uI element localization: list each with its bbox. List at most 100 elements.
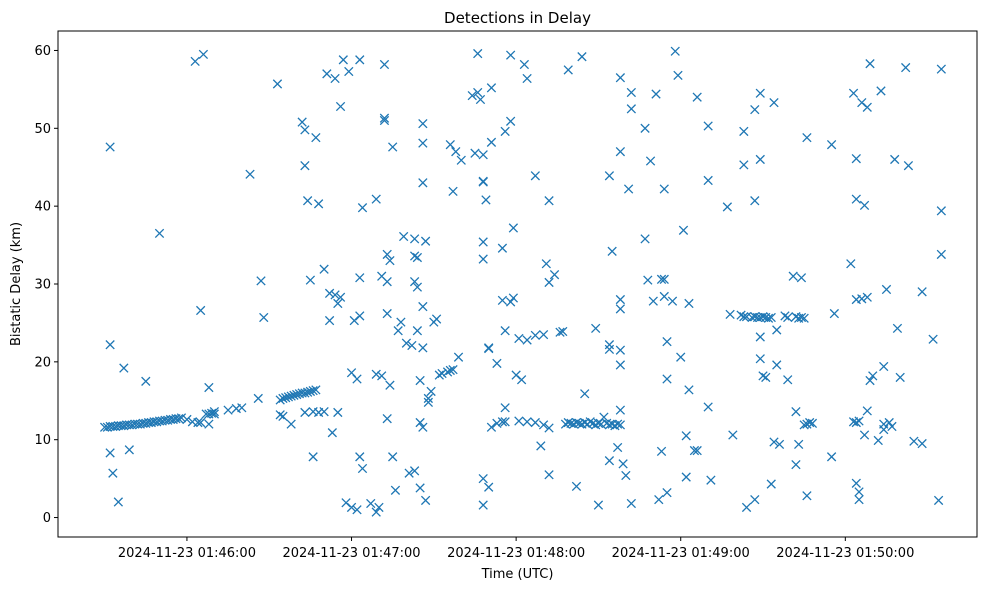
data-point: [475, 94, 486, 105]
data-point: [253, 393, 263, 404]
data-point: [412, 326, 423, 336]
data-point: [758, 371, 768, 381]
y-tick-label: 60: [34, 44, 51, 59]
data-point: [692, 92, 702, 102]
data-point: [651, 89, 661, 99]
data-point: [500, 326, 510, 336]
data-point: [473, 48, 483, 59]
y-tick-label: 30: [34, 278, 51, 293]
data-point: [346, 502, 357, 513]
data-point: [297, 117, 307, 127]
data-point: [108, 468, 118, 478]
data-point: [667, 296, 678, 306]
y-tick-label: 20: [34, 355, 51, 370]
data-point: [456, 155, 466, 165]
data-point: [563, 65, 573, 75]
data-point: [736, 310, 746, 320]
data-point: [519, 59, 530, 70]
data-point: [604, 456, 615, 466]
data-point: [357, 203, 368, 213]
data-point: [865, 59, 875, 69]
data-point: [807, 418, 818, 429]
data-point: [530, 330, 540, 341]
data-point: [851, 154, 861, 164]
data-point: [388, 142, 398, 152]
data-point: [105, 142, 115, 152]
data-point: [558, 326, 568, 337]
data-point: [901, 62, 911, 73]
data-point: [305, 386, 316, 397]
data-point: [382, 308, 392, 319]
data-point: [374, 502, 384, 513]
data-point: [415, 417, 425, 428]
data-point: [113, 497, 124, 507]
data-point: [401, 338, 412, 348]
data-point: [415, 375, 425, 386]
data-point: [497, 417, 508, 427]
data-point: [848, 88, 859, 98]
data-point: [437, 368, 447, 379]
data-point: [873, 435, 883, 446]
data-point: [420, 236, 431, 246]
data-point: [615, 304, 626, 314]
data-point: [470, 148, 480, 158]
data-point: [278, 393, 288, 404]
data-point: [884, 417, 894, 428]
data-point: [522, 73, 532, 84]
data-point: [763, 313, 774, 323]
data-point: [176, 413, 187, 423]
x-tick-label: 2024-11-23 01:47:00: [282, 546, 420, 561]
data-point: [371, 194, 381, 204]
data-point: [571, 481, 582, 492]
data-point: [319, 264, 329, 274]
data-point: [615, 147, 626, 157]
data-point: [333, 298, 343, 309]
data-point: [204, 419, 214, 429]
data-point: [423, 393, 434, 404]
data-point: [859, 430, 870, 440]
data-point: [538, 420, 549, 430]
data-point: [826, 139, 837, 150]
data-point: [105, 340, 115, 350]
data-point: [780, 311, 790, 321]
data-point: [909, 436, 919, 446]
data-point: [522, 417, 532, 427]
data-point: [442, 367, 453, 377]
data-point: [398, 231, 409, 242]
data-point: [739, 312, 749, 322]
data-point: [377, 371, 387, 381]
data-point: [544, 196, 554, 206]
data-point: [371, 369, 381, 379]
data-point: [478, 473, 488, 484]
data-point: [684, 298, 694, 309]
data-point: [536, 441, 546, 451]
data-point: [928, 334, 938, 344]
data-point: [311, 132, 321, 143]
data-point: [648, 296, 658, 306]
data-point: [739, 160, 749, 170]
data-point: [352, 374, 362, 384]
data-point: [903, 161, 914, 171]
data-point: [802, 491, 812, 501]
data-point: [618, 459, 628, 469]
data-point: [854, 487, 864, 497]
data-point: [330, 290, 340, 300]
data-point: [846, 259, 856, 269]
data-point: [604, 171, 615, 181]
data-point: [791, 459, 801, 470]
data-point: [300, 125, 310, 135]
data-point: [662, 374, 672, 384]
data-point: [772, 325, 782, 335]
data-point: [544, 470, 554, 480]
data-point: [692, 445, 702, 456]
data-point: [741, 502, 752, 513]
data-point: [626, 87, 637, 98]
data-point: [484, 343, 494, 354]
data-point: [879, 424, 889, 435]
y-axis-ticks: 0 10 20 30 40 50 60: [34, 44, 58, 526]
data-point: [659, 291, 669, 302]
data-point: [659, 184, 669, 194]
y-axis-label: Bistatic Delay (km): [9, 222, 24, 346]
data-point: [755, 354, 765, 364]
